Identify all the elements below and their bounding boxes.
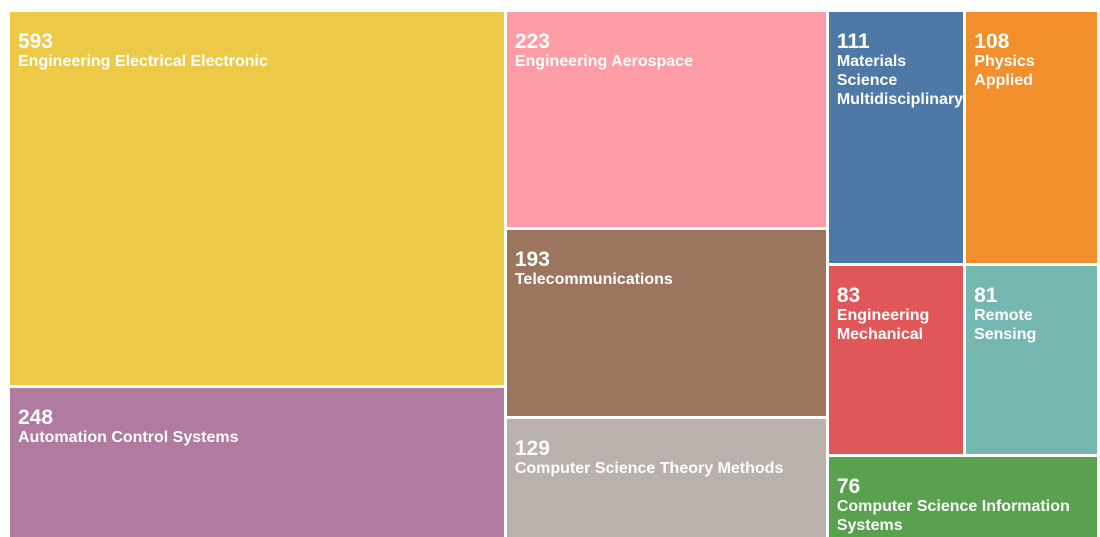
tile-label: Remote Sensing: [974, 307, 1037, 344]
tile: 248 Automation Control Systems: [10, 387, 504, 537]
tile: 129 Computer Science Theory Methods: [506, 418, 826, 537]
tile-value: 83: [836, 284, 861, 308]
tile: 593 Engineering Electrical Electronic: [10, 12, 504, 385]
tile-label: Engineering Mechanical: [836, 307, 930, 344]
tile-value: 593: [18, 30, 54, 53]
tile-value: 129: [514, 436, 550, 460]
tile-value: 76: [836, 474, 861, 498]
tile: 108 Physics Applied: [966, 12, 1097, 264]
tile: 193 Telecommunications: [506, 230, 826, 416]
tile-value: 111: [836, 30, 870, 53]
tile-value: 193: [514, 248, 550, 272]
tile: 223 Engineering Aerospace: [506, 12, 826, 228]
tile-label: Computer Science Information Systems: [836, 497, 1070, 534]
tile-value: 81: [974, 284, 998, 308]
tile-label: Automation Control Systems: [18, 428, 239, 446]
tile-value: 248: [18, 405, 54, 429]
tile-label: Engineering Aerospace: [514, 53, 693, 70]
tile-label: Materials Science Multidisciplinary: [836, 53, 964, 108]
tile: 83 Engineering Mechanical: [828, 266, 964, 454]
tile-label: Telecommunications: [514, 271, 673, 289]
tile-label: Engineering Electrical Electronic: [18, 53, 268, 70]
tile-value: 108: [974, 30, 1010, 53]
tile: 76 Computer Science Information Systems: [828, 456, 1097, 537]
tile-label: Physics Applied: [974, 53, 1035, 89]
tile: 111 Materials Science Multidisciplinary: [828, 12, 964, 264]
tile-label: Computer Science Theory Methods: [514, 459, 784, 477]
tile-value: 223: [514, 30, 550, 53]
tile: 81 Remote Sensing: [966, 266, 1097, 454]
